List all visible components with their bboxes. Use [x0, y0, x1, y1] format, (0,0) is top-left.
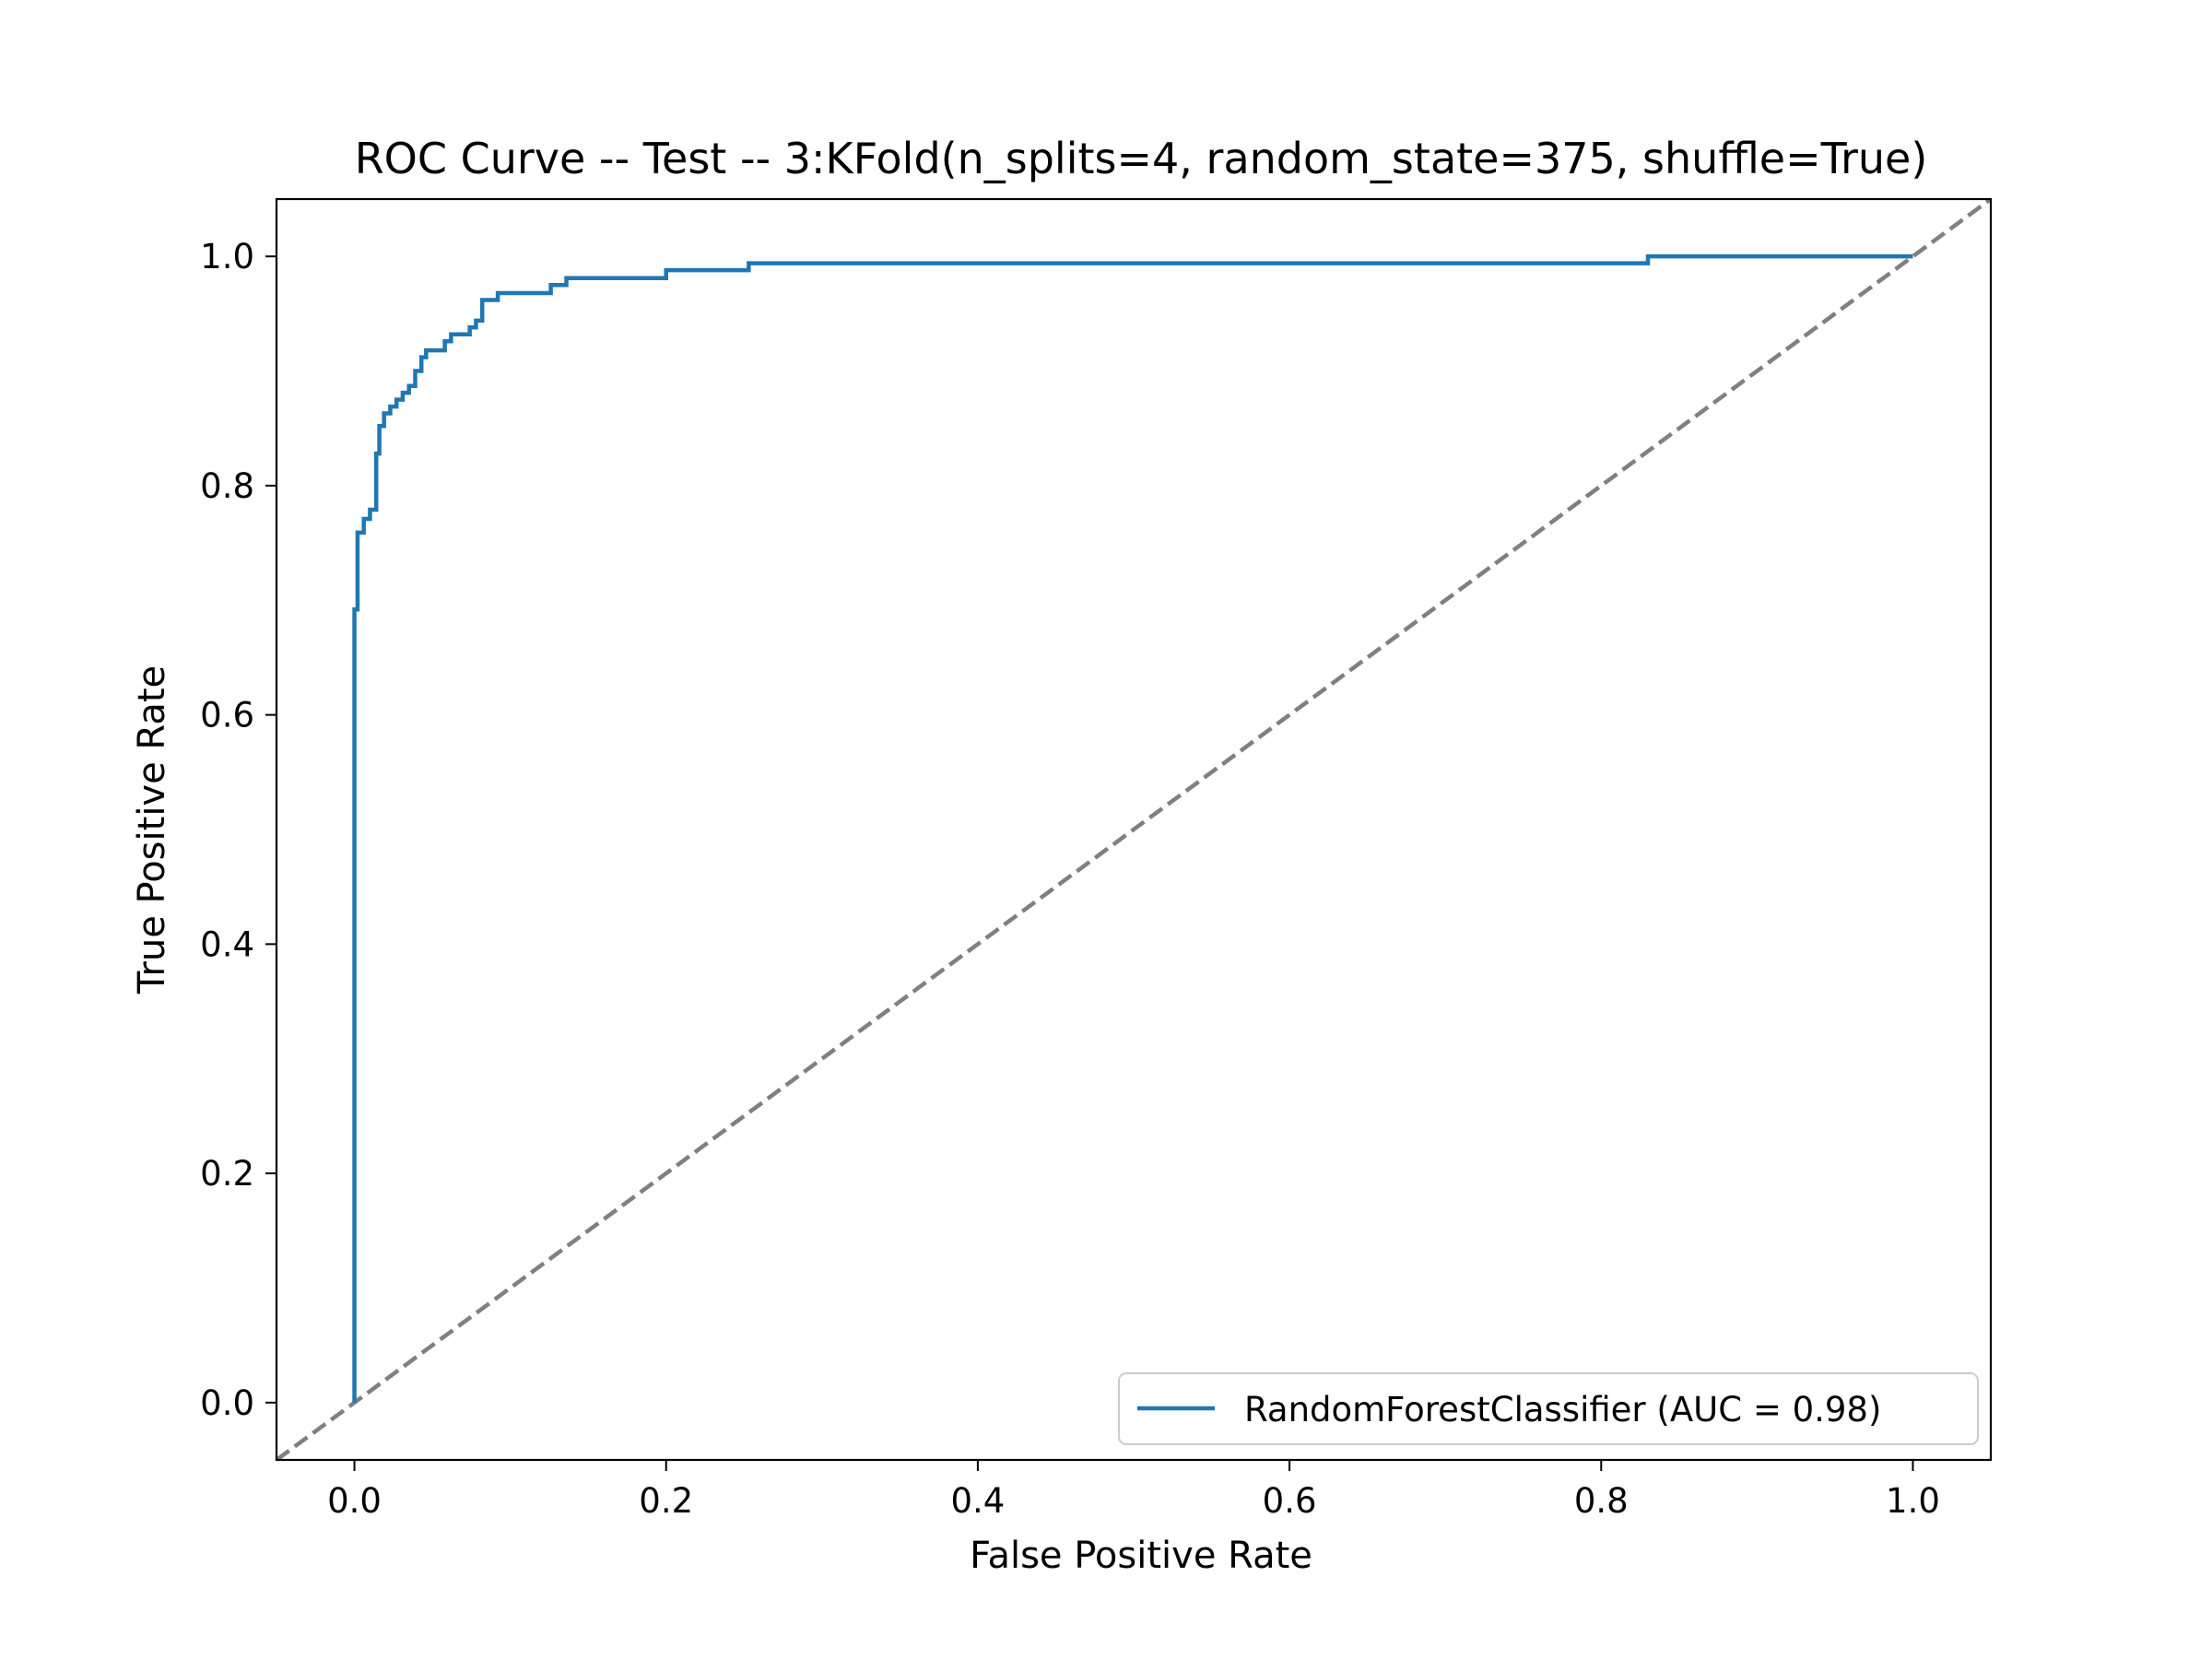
chance-diagonal-line [276, 199, 1991, 1460]
y-tick-label: 0.6 [200, 696, 254, 735]
y-tick-label: 0.2 [200, 1154, 254, 1194]
y-tick-label: 1.0 [200, 237, 254, 276]
y-tick-label: 0.8 [200, 466, 254, 506]
y-axis-title: True Positive Rate [131, 665, 173, 994]
legend-frame [1118, 1372, 1979, 1445]
axes-frame [275, 197, 1993, 1462]
plot-area [275, 197, 1993, 1462]
x-tick-label: 0.0 [327, 1481, 382, 1521]
x-axis-title: False Positive Rate [970, 1535, 1312, 1577]
legend: RandomForestClassifier (AUC = 0.98) [1118, 1372, 1979, 1445]
roc-curve-line [352, 253, 1913, 1403]
x-tick-label: 1.0 [1886, 1481, 1940, 1521]
x-tick-label: 0.2 [639, 1481, 693, 1521]
y-tick-label: 0.4 [200, 924, 254, 964]
legend-label: RandomForestClassifier (AUC = 0.98) [1244, 1390, 1881, 1430]
series-layer [276, 199, 1991, 1460]
x-axis-ticks: 0.0 0.2 0.4 0.6 0.8 1.0 [327, 1460, 1940, 1521]
chart-title: ROC Curve -- Test -- 3:KFold(n_splits=4,… [355, 134, 1928, 183]
y-axis-ticks: 0.0 0.2 0.4 0.6 0.8 1.0 [200, 237, 276, 1423]
x-tick-label: 0.8 [1574, 1481, 1629, 1521]
y-tick-label: 0.0 [200, 1383, 254, 1423]
x-tick-label: 0.4 [950, 1481, 1005, 1521]
x-tick-label: 0.6 [1263, 1481, 1317, 1521]
